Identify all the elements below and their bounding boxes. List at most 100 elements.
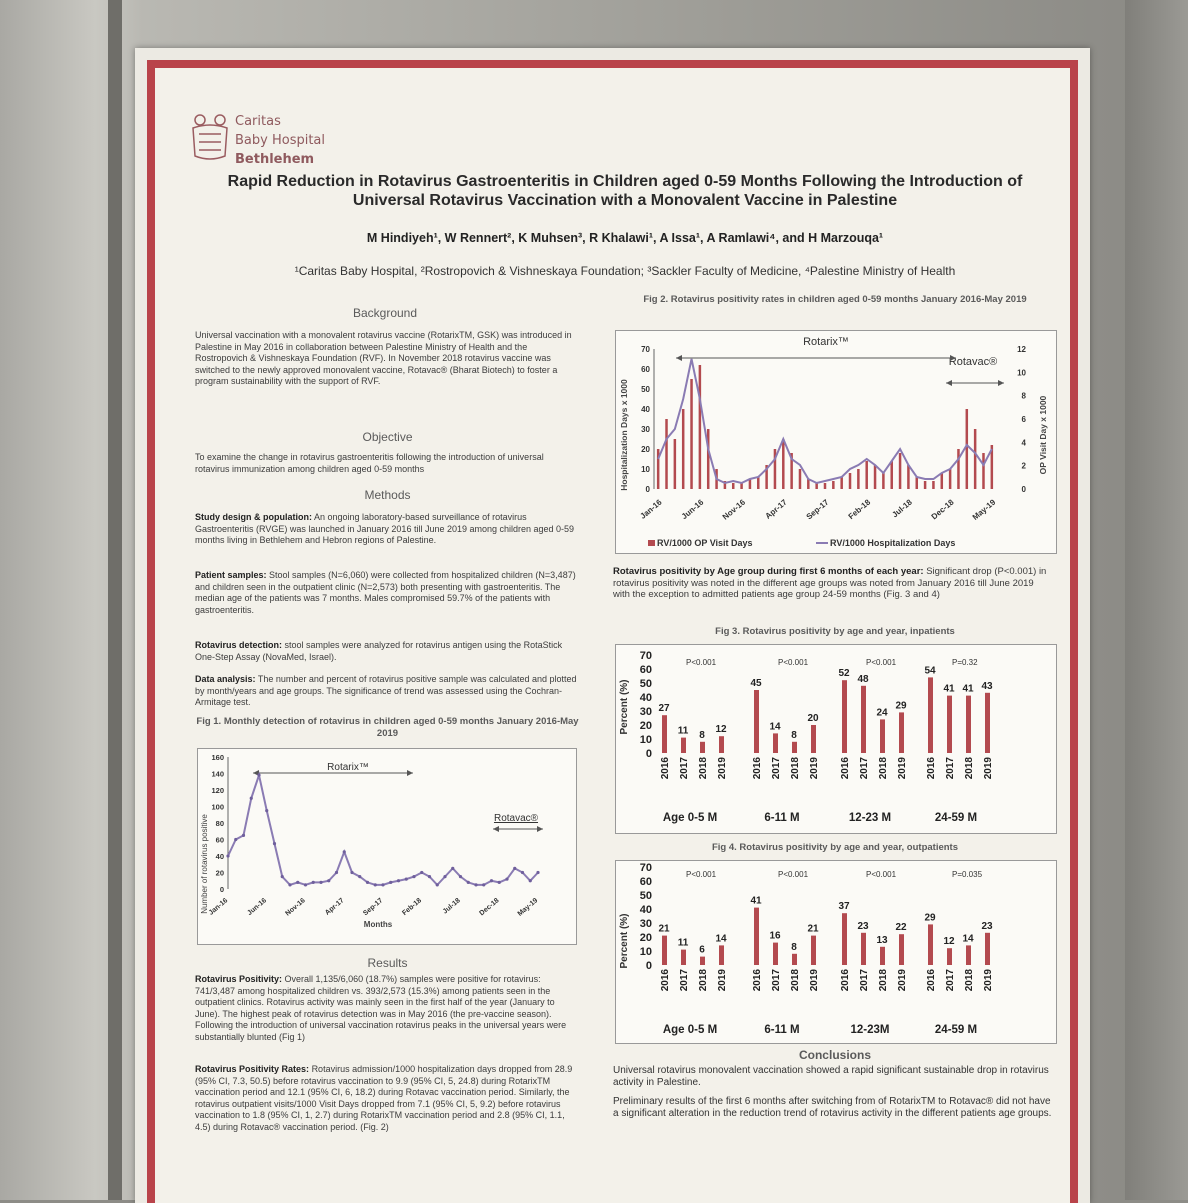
fig1-point — [381, 883, 385, 887]
fig4-bar-label: 8 — [791, 942, 797, 953]
analysis-text: Data analysis: The number and percent of… — [195, 674, 580, 709]
fig4-bar — [662, 935, 667, 965]
fig1-xtick: Apr-17 — [324, 897, 346, 917]
fig4-panel: Percent (%) 0 10 20 30 40 50 60 70 P<0.001 21 2016… — [615, 860, 1057, 1044]
fig2-bar — [681, 409, 685, 489]
fig4-bar-label: 37 — [838, 901, 850, 912]
fig1-point — [520, 870, 525, 875]
age-label: Rotavirus positivity by Age group during… — [613, 566, 924, 577]
methods-heading: Methods — [364, 488, 411, 502]
board-edge — [108, 0, 122, 1200]
fig2-bar — [973, 429, 977, 489]
logo-line2: Baby Hospital — [235, 133, 326, 148]
fig2-bar — [848, 473, 852, 489]
fig2-ytick: 20 — [641, 445, 650, 454]
fig1-xlabel: Months — [364, 920, 393, 929]
fig3-group-label: Age 0-5 M — [663, 812, 717, 824]
fig3-panel: Percent (%) 0 10 20 30 40 50 60 70 P<0.001 27 2016… — [615, 644, 1057, 834]
fig1-rotavac-label: Rotavac® — [494, 813, 539, 824]
fig2-xtick: May-19 — [971, 497, 998, 522]
fig1-point — [389, 880, 393, 884]
fig4-chart: Percent (%) 0 10 20 30 40 50 60 70 P<0.001 21 2016… — [619, 862, 994, 1036]
fig3-bar-label: 52 — [838, 668, 850, 679]
fig1-point — [482, 883, 486, 887]
fig1-point — [296, 880, 300, 884]
fig3-ytick: 40 — [640, 692, 652, 704]
fig2-bar — [773, 449, 777, 489]
fig2-rotarix-arrow-head-right — [950, 355, 956, 361]
fig3-year-label: 2017 — [945, 757, 956, 780]
fig1-point — [427, 875, 432, 879]
logo-line3: Bethlehem — [235, 152, 315, 167]
fig3-bar — [792, 741, 797, 753]
fig2-bar — [690, 379, 693, 489]
fig3-bar-label: 12 — [715, 724, 727, 735]
fig3-ytick: 20 — [640, 720, 652, 732]
fig4-bar — [966, 945, 971, 965]
fig1-point — [420, 870, 424, 875]
fig3-year-label: 2017 — [859, 757, 870, 780]
fig2-bar — [748, 479, 752, 489]
fig2-bar — [807, 479, 810, 489]
fig4-bar — [899, 934, 904, 965]
fig2-ytick: 0 — [646, 485, 651, 494]
fig1-xtick: Jul-18 — [442, 897, 462, 915]
fig3-pvalue: P<0.001 — [686, 658, 717, 667]
fig1-point — [280, 875, 284, 879]
fig4-bar — [985, 932, 990, 965]
fig1-ytick: 0 — [220, 885, 224, 894]
fig4-year-label: 2019 — [897, 969, 908, 992]
fig3-bar-label: 41 — [962, 684, 974, 695]
fig4-year-label: 2019 — [983, 969, 994, 992]
fig2-bar — [823, 483, 827, 489]
fig3-pvalue: P<0.001 — [778, 658, 809, 667]
fig4-group-label: 24-59 M — [935, 1024, 977, 1036]
fig3-group-label: 12-23 M — [849, 812, 891, 824]
fig1-ytick: 120 — [211, 786, 224, 795]
fig3-ytick: 50 — [640, 678, 652, 690]
fig4-bar-label: 29 — [924, 912, 936, 923]
fig2-bar — [740, 483, 743, 489]
fig1-point — [265, 809, 269, 813]
fig3-ytick: 60 — [640, 664, 652, 676]
fig2-bar — [907, 465, 910, 489]
fig4-ytick: 10 — [640, 946, 652, 958]
fig3-ytick: 10 — [640, 734, 652, 746]
fig4-pvalue: P<0.001 — [686, 870, 717, 879]
fig4-bar — [754, 907, 759, 965]
fig1-point — [528, 879, 532, 883]
fig4-year-label: 2017 — [771, 969, 782, 992]
fig3-caption: Fig 3. Rotavirus positivity by age and y… — [715, 626, 955, 637]
fig4-bar-label: 14 — [962, 933, 974, 944]
fig1-point — [451, 866, 455, 870]
title-line2: Universal Rotavirus Vaccination with a M… — [352, 192, 898, 209]
fig1-ytick: 40 — [216, 852, 224, 861]
fig4-ylabel: Percent (%) — [619, 913, 630, 968]
fig3-bar-label: 8 — [791, 730, 797, 741]
fig1-ylabel: Number of rotavirus positive — [200, 814, 209, 914]
fig1-point — [226, 854, 230, 858]
fig1-point — [334, 870, 339, 875]
fig2-bar — [865, 461, 868, 489]
fig4-ytick: 0 — [646, 960, 652, 972]
fig3-year-label: 2018 — [878, 757, 889, 780]
fig3-year-label: 2019 — [897, 757, 908, 780]
fig4-pvalue: P=0.035 — [952, 870, 983, 879]
fig2-ytick: 60 — [641, 365, 650, 374]
fig2-bar — [790, 453, 793, 489]
fig1-point — [257, 773, 261, 777]
fig1-point — [303, 883, 308, 887]
fig4-year-label: 2017 — [945, 969, 956, 992]
objective-heading: Objective — [362, 430, 413, 444]
fig2-rotavac-arrow-head-right — [998, 380, 1004, 386]
fig2-bar — [890, 461, 893, 489]
fig1-point — [249, 796, 253, 800]
fig1-chart: Number of rotavirus positive Months Rota… — [200, 753, 543, 929]
positivity-text: Rotavirus Positivity: Overall 1,135/6,06… — [195, 974, 580, 1043]
fig2-rotarix-arrow-head-left — [676, 355, 682, 361]
fig1-xtick: Dec-18 — [478, 897, 500, 917]
fig3-chart: Percent (%) 0 10 20 30 40 50 60 70 P<0.001 27 2016… — [619, 650, 994, 824]
fig4-year-label: 2018 — [878, 969, 889, 992]
fig1-ytick: 20 — [216, 869, 224, 878]
fig4-bar-label: 23 — [981, 921, 993, 932]
